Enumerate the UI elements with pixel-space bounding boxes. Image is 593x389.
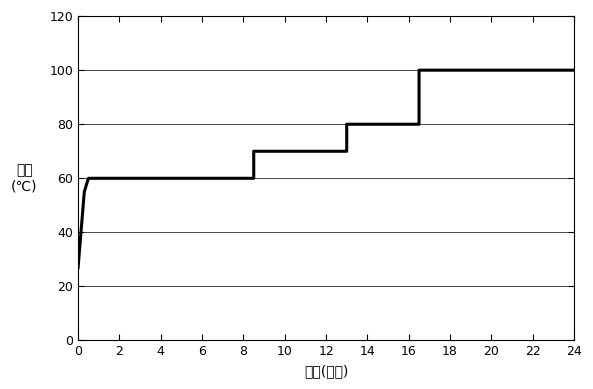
Y-axis label: 温度
(℃): 温度 (℃) <box>11 163 37 193</box>
X-axis label: 时间(小时): 时间(小时) <box>304 364 348 378</box>
